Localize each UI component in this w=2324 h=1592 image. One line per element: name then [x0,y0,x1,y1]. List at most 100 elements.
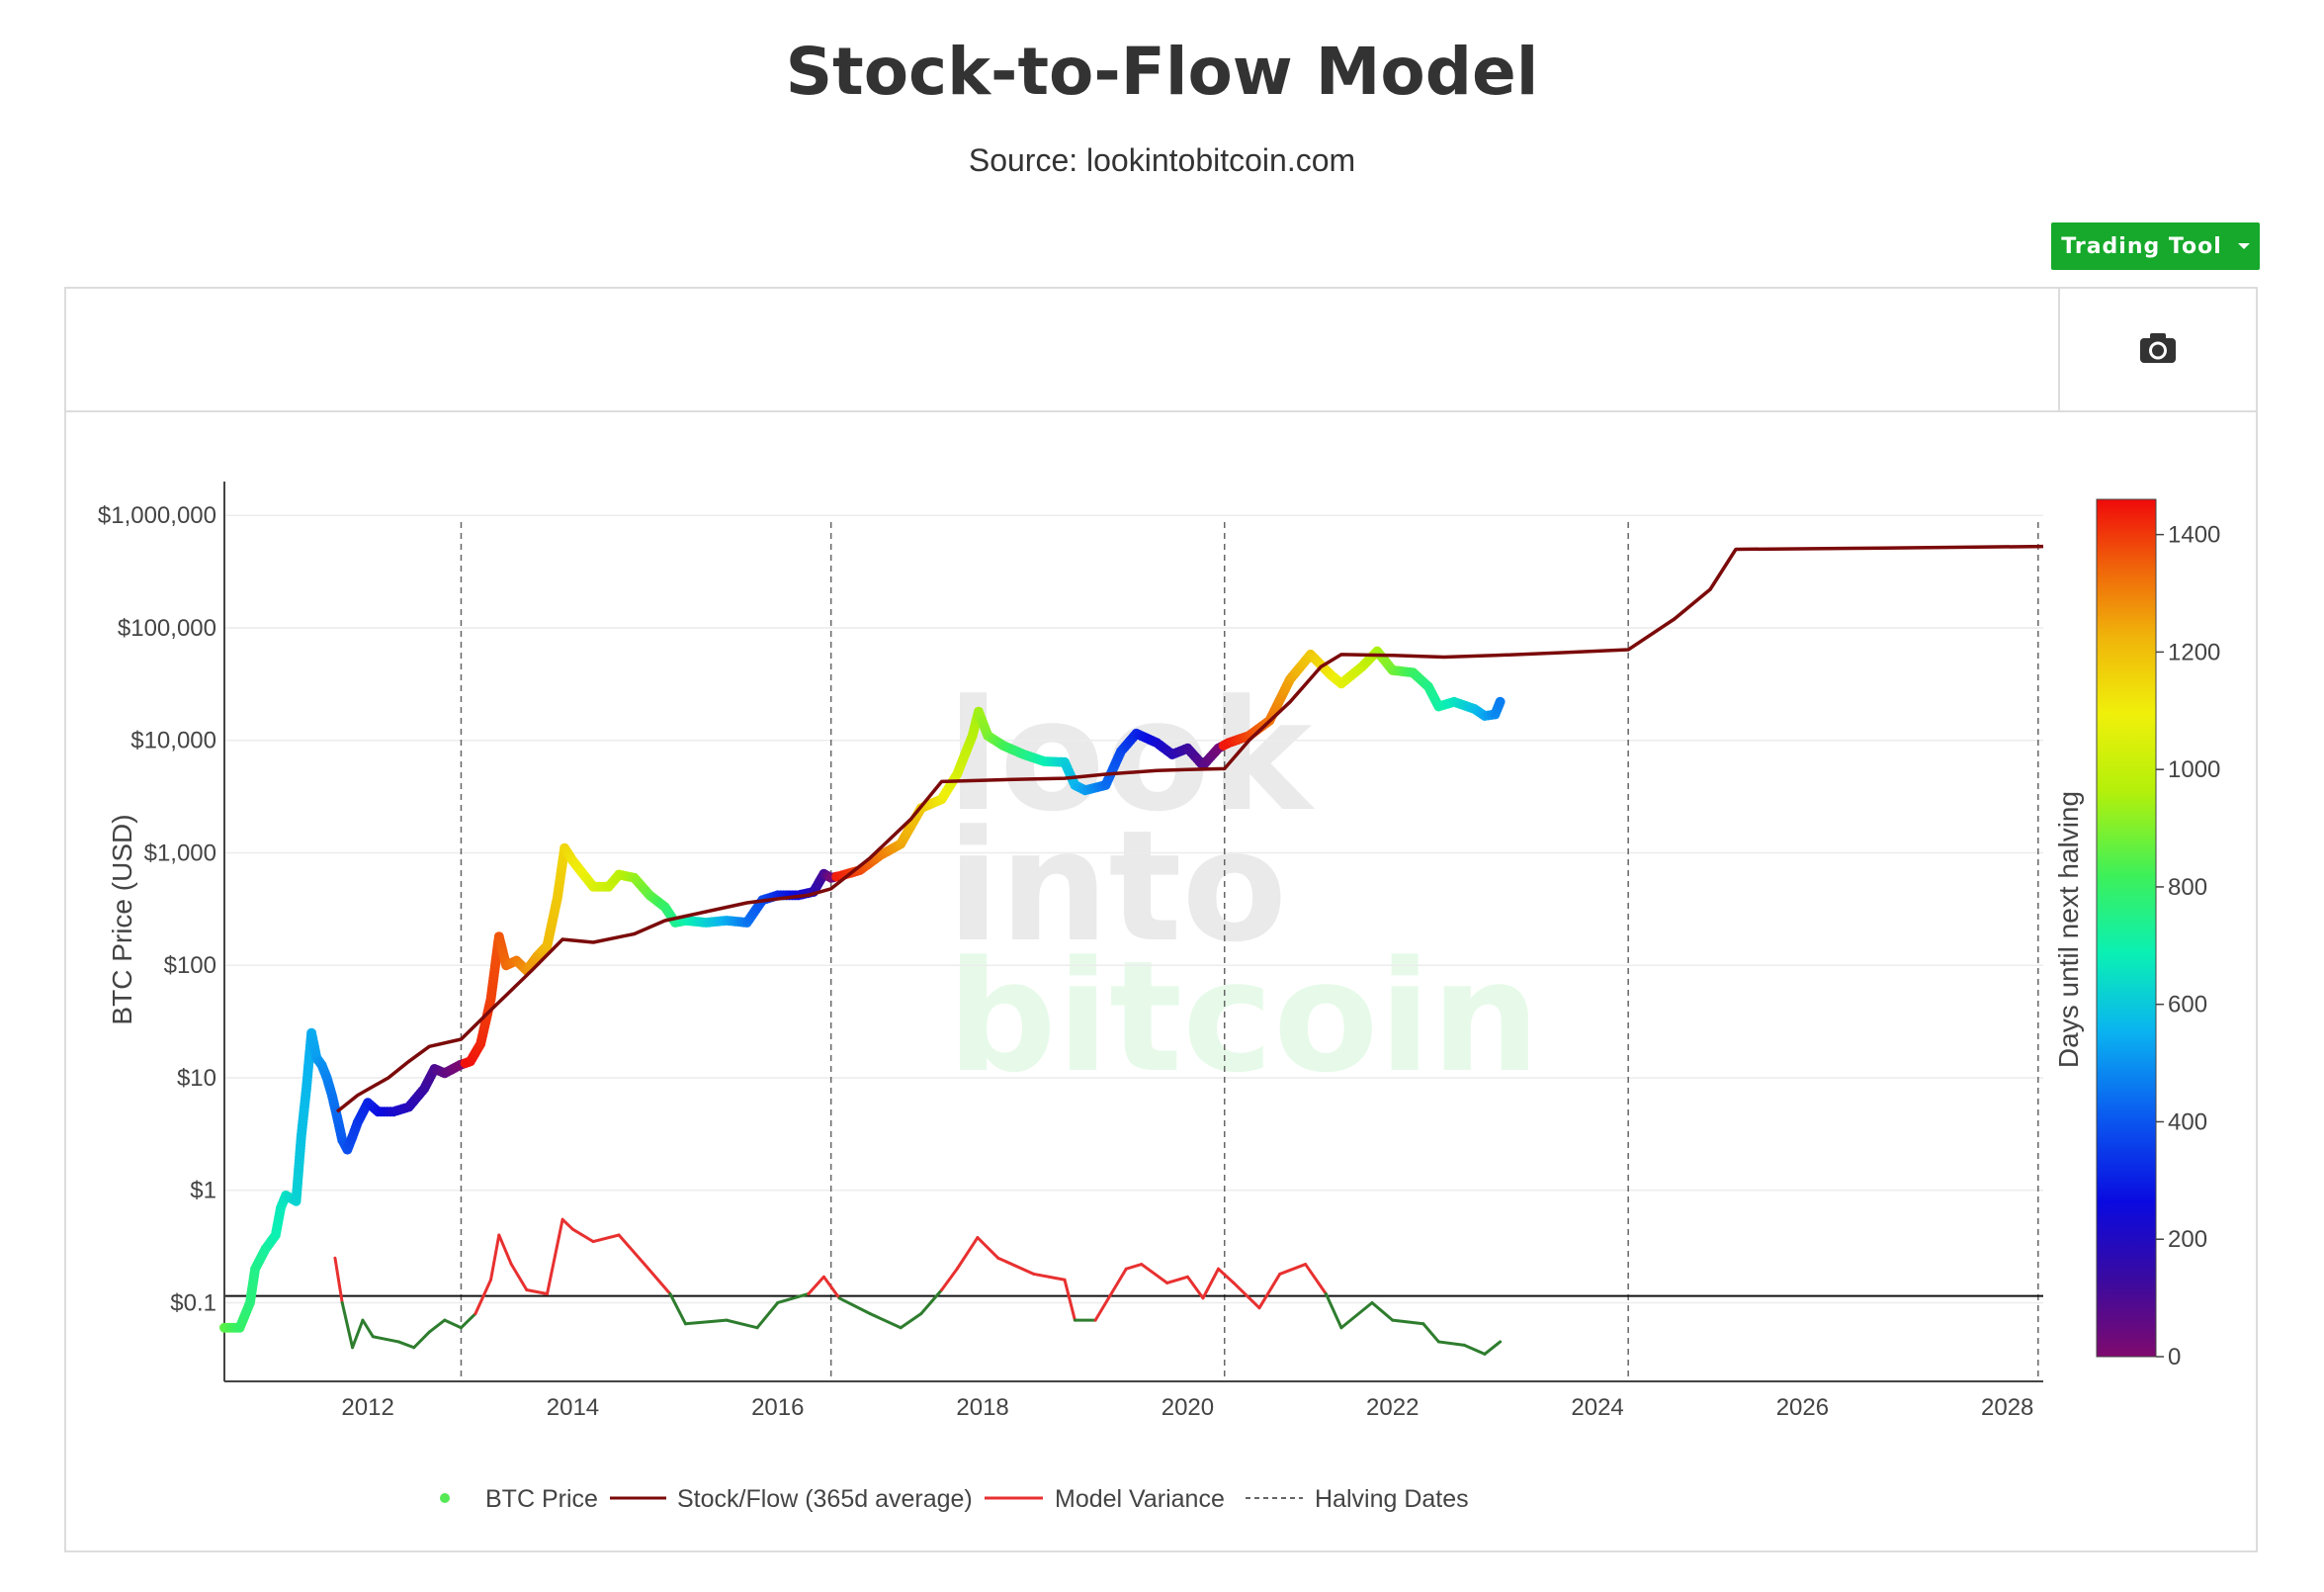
variance-segment [725,1318,759,1330]
variance-segment [1140,1263,1169,1284]
variance-segment [940,1267,959,1292]
tick-labels: $0.1 $1 $10 $100 $1,000 $10,000 $100,000 $1,000… [98,502,2034,1421]
variance-segment [509,1263,529,1292]
variance-segment [1278,1263,1308,1276]
variance-segment [1032,1272,1067,1282]
variance-segment [755,1300,780,1330]
variance-segment [1257,1272,1282,1310]
legend-item-halving-dates[interactable]: Halving Dates [1246,1485,1469,1513]
legend-item-stock-flow[interactable]: Stock/Flow (365d average) [610,1485,973,1513]
caret-down-icon [2237,243,2250,249]
x-tick-label: 2022 [1366,1394,1419,1421]
variance-segment [976,1236,1000,1260]
legend-marker-btc-price [440,1493,450,1503]
variance-segment [1185,1275,1205,1300]
colorbar-tick-label: 200 [2168,1226,2207,1253]
btc-price-point [1495,696,1506,707]
chart-toolbar [66,289,2256,412]
y-tick-label: $10 [177,1065,216,1092]
variance-segment [1063,1278,1076,1322]
variance-segment [473,1278,493,1316]
variance-segment [361,1318,375,1339]
stock-flow-line [335,544,2044,1113]
colorbar-tick-label: 1200 [2168,639,2220,665]
variance-segment [996,1256,1036,1276]
y-tick-label: $100,000 [118,615,216,642]
x-tick-label: 2020 [1162,1394,1214,1421]
x-tick-label: 2012 [341,1394,393,1421]
y-tick-label: $0.1 [170,1289,216,1316]
variance-segment [591,1233,621,1244]
variance-segment [1462,1343,1487,1356]
chart-panel [64,287,2258,1552]
variance-segment [489,1233,501,1282]
variance-segment [807,1275,825,1295]
colorbar-ticks: 0 200 400 600 800 1000 1200 1400 [2156,522,2220,1371]
y-axis-title: BTC Price (USD) [107,814,137,1024]
page-subtitle: Source: lookintobitcoin.com [968,142,1356,178]
x-tick-label: 2014 [547,1394,599,1421]
x-tick-label: 2018 [956,1394,1008,1421]
camera-cell [2058,289,2256,410]
variance-segment [683,1318,729,1326]
axes [223,482,2043,1382]
camera-button[interactable] [2138,331,2178,368]
variance-segment [546,1217,564,1295]
watermark-into: into [947,797,1287,976]
variance-segment [371,1335,400,1344]
colorbar: 0 200 400 600 800 1000 1200 1400 Days until nex… [2053,498,2220,1371]
watermark: look into bitcoin [947,666,1540,1106]
variance-segment [525,1288,550,1295]
variance-segment [1324,1291,1343,1330]
colorbar-tick-label: 1000 [2168,756,2220,783]
y-tick-label: $1,000 [144,840,216,866]
y-tick-label: $1,000,000 [98,502,216,529]
variance-segment [776,1291,811,1304]
trading-tool-button[interactable]: Trading Tool [2051,222,2260,270]
variance-segment [1370,1300,1395,1322]
colorbar-gradient [2096,498,2157,1358]
variance-segment [443,1318,463,1330]
variance-segment [837,1296,872,1316]
legend: BTC Price Stock/Flow (365d average) Mode… [440,1485,1469,1513]
btc-price-series [219,646,1506,1333]
variance-segment [1391,1318,1425,1326]
halving-lines [460,522,2039,1381]
variance-segment [333,1256,344,1304]
trading-tool-label: Trading Tool [2061,233,2222,259]
variance-segment [1436,1340,1466,1347]
colorbar-tick-label: 1400 [2168,522,2220,549]
y-tick-label: $1 [190,1178,216,1204]
variance-segment [396,1340,416,1350]
variance-segment [427,1318,447,1334]
x-tick-label: 2026 [1776,1394,1829,1421]
variance-segment [617,1233,646,1267]
variance-segment [919,1288,944,1316]
variance-segment [821,1275,841,1300]
variance-segment [351,1318,365,1350]
legend-label-halving-dates: Halving Dates [1315,1485,1469,1513]
variance-segment [1483,1340,1503,1356]
variance-segment [1304,1263,1328,1295]
variance-segment [560,1217,574,1231]
variance-segment [1124,1263,1144,1271]
legend-label-stock-flow: Stock/Flow (365d average) [677,1485,973,1513]
variance-segment [1201,1267,1221,1300]
legend-label-btc-price: BTC Price [485,1485,598,1513]
y-tick-label: $10,000 [130,728,216,754]
watermark-look: look [947,666,1316,845]
page-title: Stock-to-Flow Model [785,34,1539,110]
variance-segment [1339,1300,1374,1330]
variance-segment [412,1330,431,1350]
y-tick-label: $100 [164,952,216,979]
legend-item-btc-price[interactable]: BTC Price [440,1485,598,1513]
colorbar-title: Days until next halving [2053,791,2084,1068]
legend-item-model-variance[interactable]: Model Variance [985,1485,1225,1513]
variance-segment [459,1312,477,1330]
variance-segment [1232,1281,1261,1310]
model-variance-series [333,1217,1503,1356]
x-tick-label: 2028 [1981,1394,2033,1421]
legend-label-model-variance: Model Variance [1055,1485,1225,1513]
variance-segment [570,1227,595,1244]
